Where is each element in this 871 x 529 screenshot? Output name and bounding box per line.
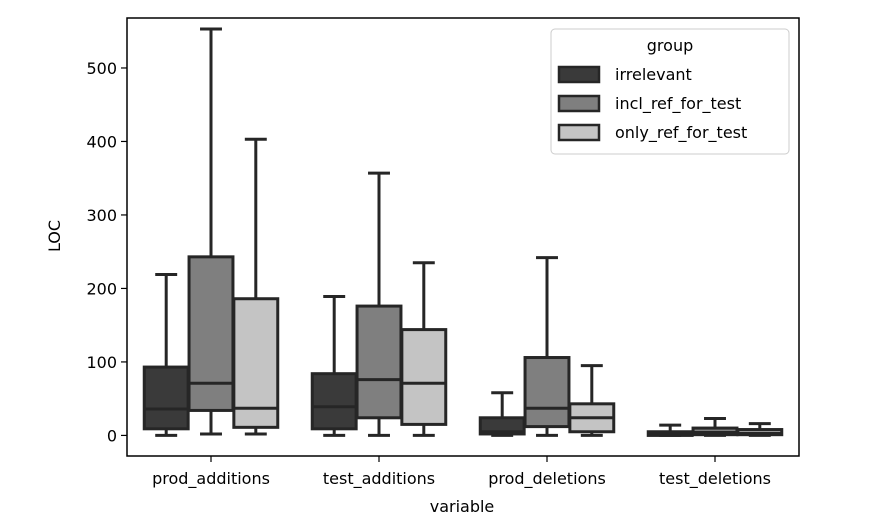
box-body bbox=[142, 365, 190, 431]
y-tick-label: 400 bbox=[86, 132, 117, 151]
box-body bbox=[232, 297, 280, 429]
box-incl_ref_for_test-test_additions bbox=[355, 171, 403, 437]
x-tick-label: test_deletions bbox=[659, 469, 771, 489]
y-axis-label: LOC bbox=[45, 220, 64, 252]
box-irrelevant-test_deletions bbox=[646, 423, 694, 437]
legend-swatch bbox=[557, 94, 601, 113]
legend-swatch bbox=[557, 65, 601, 84]
box-only_ref_for_test-test_deletions bbox=[736, 422, 784, 437]
y-tick-label: 200 bbox=[86, 279, 117, 298]
legend-label: only_ref_for_test bbox=[615, 123, 747, 143]
box-only_ref_for_test-test_additions bbox=[400, 261, 448, 437]
x-axis-label: variable bbox=[430, 497, 495, 516]
box-incl_ref_for_test-test_deletions bbox=[691, 417, 739, 437]
legend-title: group bbox=[647, 36, 693, 55]
box-only_ref_for_test-prod_additions bbox=[232, 137, 280, 436]
box-body bbox=[400, 328, 448, 426]
box-incl_ref_for_test-prod_additions bbox=[187, 27, 235, 436]
box-irrelevant-prod_deletions bbox=[478, 391, 526, 437]
box-irrelevant-test_additions bbox=[310, 295, 358, 437]
x-tick-label: prod_deletions bbox=[488, 469, 606, 489]
box-irrelevant-prod_additions bbox=[142, 272, 190, 437]
axes-frame bbox=[126, 17, 800, 457]
y-tick-label: 0 bbox=[107, 426, 117, 445]
legend-label: irrelevant bbox=[615, 65, 692, 84]
legend-item-irrelevant: irrelevant bbox=[557, 65, 692, 84]
axes: 0 100 200 300 400 500 prod_additions test_addit… bbox=[86, 17, 800, 489]
legend: group irrelevant incl_ref_for_test only_re… bbox=[550, 28, 790, 155]
y-tick-label: 300 bbox=[86, 206, 117, 225]
x-tick-label: prod_additions bbox=[152, 469, 270, 489]
legend-swatch bbox=[557, 123, 601, 142]
box-body bbox=[523, 356, 571, 429]
y-tick-label: 500 bbox=[86, 59, 117, 78]
box-only_ref_for_test-prod_deletions bbox=[568, 364, 616, 437]
box-incl_ref_for_test-prod_deletions bbox=[523, 256, 571, 437]
plot-area bbox=[142, 27, 784, 437]
y-tick-label: 100 bbox=[86, 353, 117, 372]
box-body bbox=[355, 304, 403, 420]
legend-item-incl_ref_for_test: incl_ref_for_test bbox=[557, 94, 741, 114]
legend-label: incl_ref_for_test bbox=[615, 94, 741, 114]
legend-frame bbox=[550, 28, 790, 155]
x-tick-label: test_additions bbox=[323, 469, 435, 489]
box-body bbox=[310, 372, 358, 431]
box-body bbox=[187, 255, 235, 412]
legend-item-only_ref_for_test: only_ref_for_test bbox=[557, 123, 747, 143]
